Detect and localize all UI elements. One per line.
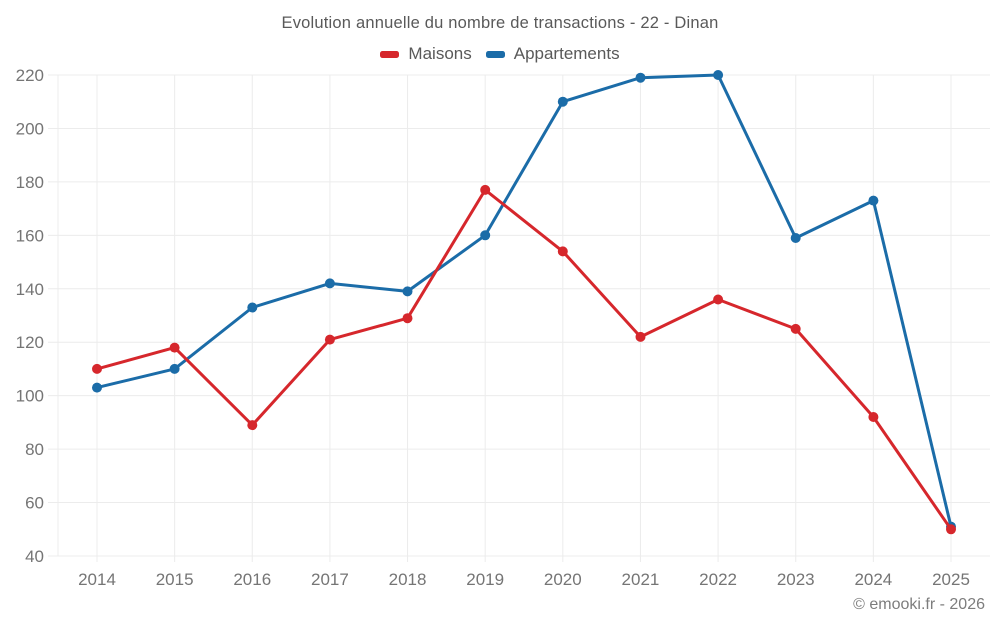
maisons-data-point[interactable] (713, 294, 724, 305)
footer-credit: © emooki.fr - 2026 (853, 596, 985, 613)
appartements-data-point[interactable] (868, 195, 879, 206)
legend-item-appartements[interactable]: Appartements (485, 44, 620, 64)
appartements-data-point[interactable] (557, 96, 568, 107)
x-tick-label: 2018 (389, 570, 427, 589)
y-tick-label: 120 (16, 333, 44, 352)
maisons-data-point[interactable] (324, 334, 335, 345)
legend-label-appartements: Appartements (513, 44, 620, 63)
x-tick-label: 2015 (156, 570, 194, 589)
maisons-data-point[interactable] (169, 342, 180, 353)
legend-label-maisons: Maisons (408, 44, 472, 63)
y-tick-label: 160 (16, 226, 44, 245)
maisons-data-point[interactable] (946, 524, 956, 535)
maisons-line (95, 188, 953, 531)
appartements-data-point[interactable] (92, 382, 102, 393)
chart-legend: Maisons Appartements (0, 44, 1000, 64)
x-tick-label: 2019 (466, 570, 504, 589)
maisons-data-point[interactable] (790, 323, 801, 334)
appartements-data-point[interactable] (713, 70, 724, 80)
maisons-data-point[interactable] (868, 412, 879, 422)
y-tick-label: 140 (16, 280, 44, 299)
y-tick-label: 40 (25, 547, 44, 566)
appartements-series-swatch-icon (485, 50, 505, 58)
x-tick-label: 2022 (699, 570, 737, 589)
maisons-data-point[interactable] (92, 363, 102, 374)
appartements-data-point[interactable] (480, 230, 491, 241)
x-tick-label: 2023 (777, 570, 815, 589)
y-tick-label: 220 (16, 66, 44, 85)
x-tick-label: 2025 (932, 570, 970, 589)
appartements-data-point[interactable] (635, 72, 646, 83)
x-tick-label: 2016 (233, 570, 271, 589)
chart-title: Evolution annuelle du nombre de transact… (281, 14, 719, 32)
appartements-data-point[interactable] (247, 302, 258, 313)
legend-item-maisons[interactable]: Maisons (380, 44, 472, 64)
maisons-data-point[interactable] (635, 331, 646, 342)
appartements-data-point[interactable] (402, 286, 413, 297)
y-tick-label: 180 (16, 173, 44, 192)
maisons-data-point[interactable] (480, 184, 491, 195)
appartements-line (95, 73, 953, 529)
maisons-data-point[interactable] (557, 246, 568, 257)
x-tick-label: 2017 (311, 570, 349, 589)
x-tick-label: 2024 (854, 570, 892, 589)
appartements-data-point[interactable] (324, 278, 335, 289)
y-tick-label: 60 (25, 494, 44, 513)
x-tick-label: 2020 (544, 570, 582, 589)
y-tick-label: 100 (16, 387, 44, 406)
maisons-data-point[interactable] (402, 313, 413, 324)
y-tick-label: 200 (16, 119, 44, 138)
appartements-data-point[interactable] (169, 363, 180, 374)
appartements-data-point[interactable] (790, 233, 801, 243)
y-tick-label: 80 (25, 440, 44, 459)
maisons-series-swatch-icon (380, 50, 400, 58)
x-tick-label: 2021 (622, 570, 660, 589)
x-tick-label: 2014 (78, 570, 116, 589)
maisons-data-point[interactable] (247, 420, 258, 431)
